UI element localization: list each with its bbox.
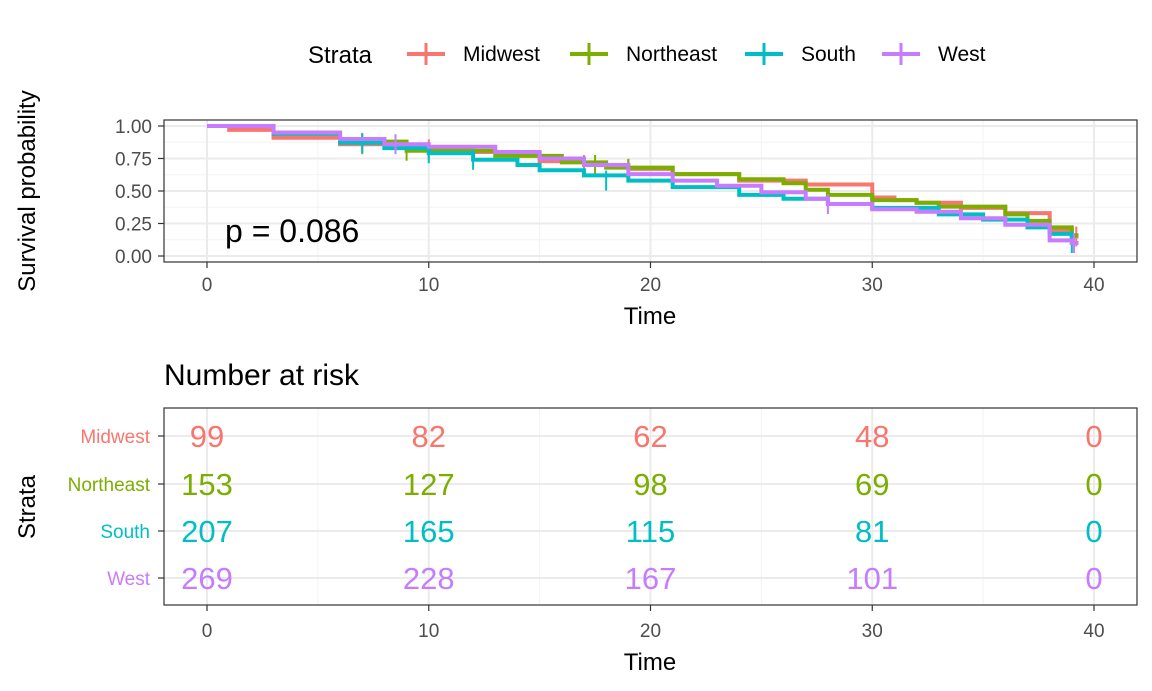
risk-values: 99 82 62 48 0 153 127 98 69 0 207 165 115 81 0 269 228 16… [181, 419, 1102, 596]
risk-x-tick-label: 20 [640, 621, 661, 642]
legend-label-midwest: Midwest [463, 43, 540, 66]
risk-x-axis-title: Time [624, 649, 676, 676]
survival-x-tick-label: 10 [418, 275, 439, 296]
risk-value-south: 207 [181, 514, 233, 549]
risk-value-west: 0 [1085, 561, 1102, 596]
risk-grid [164, 408, 1137, 605]
survival-x-tick-label: 30 [862, 275, 883, 296]
survival-curve-west [207, 124, 1079, 245]
risk-row-label-northeast: Northeast [68, 475, 151, 496]
survival-y-tick-label: 1.00 [115, 117, 152, 138]
risk-table-title: Number at risk [164, 359, 360, 392]
legend-label-south: South [801, 43, 856, 66]
risk-value-midwest: 62 [633, 419, 667, 454]
risk-value-midwest: 48 [855, 419, 889, 454]
legend: Strata Midwest Northeast South West [308, 42, 986, 69]
risk-value-west: 269 [181, 561, 233, 596]
survival-y-tick-label: 0.50 [115, 182, 152, 203]
risk-value-south: 0 [1085, 514, 1102, 549]
risk-value-west: 228 [403, 561, 455, 596]
risk-value-northeast: 0 [1085, 467, 1102, 502]
risk-row-label-midwest: Midwest [80, 427, 150, 448]
survival-x-tick-label: 20 [640, 275, 661, 296]
risk-table: Number at risk 99 82 62 48 0 153 127 98 69 0 207 16… [14, 359, 1138, 676]
risk-value-south: 81 [855, 514, 889, 549]
risk-value-midwest: 82 [412, 419, 446, 454]
risk-value-northeast: 98 [633, 467, 667, 502]
survival-y-axis-title: Survival probability [14, 90, 41, 291]
risk-value-midwest: 99 [190, 419, 224, 454]
risk-y-axis-title: Strata [14, 474, 41, 539]
legend-label-west: West [938, 43, 986, 66]
risk-value-south: 115 [626, 514, 675, 549]
survival-axes: 0 10 20 30 40 0.00 0.25 0.50 0.75 1.00 [115, 117, 1105, 296]
legend-label-northeast: Northeast [626, 43, 717, 66]
survival-x-axis-title: Time [624, 303, 676, 330]
survival-y-tick-label: 0.75 [115, 150, 152, 171]
risk-x-tick-label: 10 [418, 621, 439, 642]
risk-value-south: 165 [403, 514, 455, 549]
risk-row-label-west: West [107, 569, 151, 590]
survival-curve-northeast [207, 124, 1079, 238]
survival-curves [207, 124, 1079, 253]
legend-items: Midwest Northeast South West [407, 43, 986, 66]
risk-x-tick-label: 30 [862, 621, 883, 642]
p-value-annotation: p = 0.086 [225, 213, 359, 249]
risk-value-west: 101 [846, 561, 898, 596]
risk-value-midwest: 0 [1085, 419, 1102, 454]
survival-y-tick-label: 0.00 [115, 247, 152, 268]
survival-x-tick-label: 0 [202, 275, 213, 296]
legend-title: Strata [308, 42, 373, 69]
risk-x-tick-label: 40 [1083, 621, 1104, 642]
survival-y-tick-label: 0.25 [115, 215, 152, 236]
risk-value-northeast: 69 [855, 467, 889, 502]
survival-x-tick-label: 40 [1083, 275, 1104, 296]
risk-value-west: 167 [625, 561, 677, 596]
risk-axes: Midwest Northeast South West 0 10 20 30 40 [68, 427, 1105, 642]
risk-row-label-south: South [100, 522, 150, 543]
risk-x-tick-label: 0 [202, 621, 213, 642]
risk-value-northeast: 153 [181, 467, 233, 502]
risk-value-northeast: 127 [403, 467, 455, 502]
survival-plot: p = 0.086 0 10 20 30 400.000.250.500.751.00 … [14, 90, 1138, 330]
